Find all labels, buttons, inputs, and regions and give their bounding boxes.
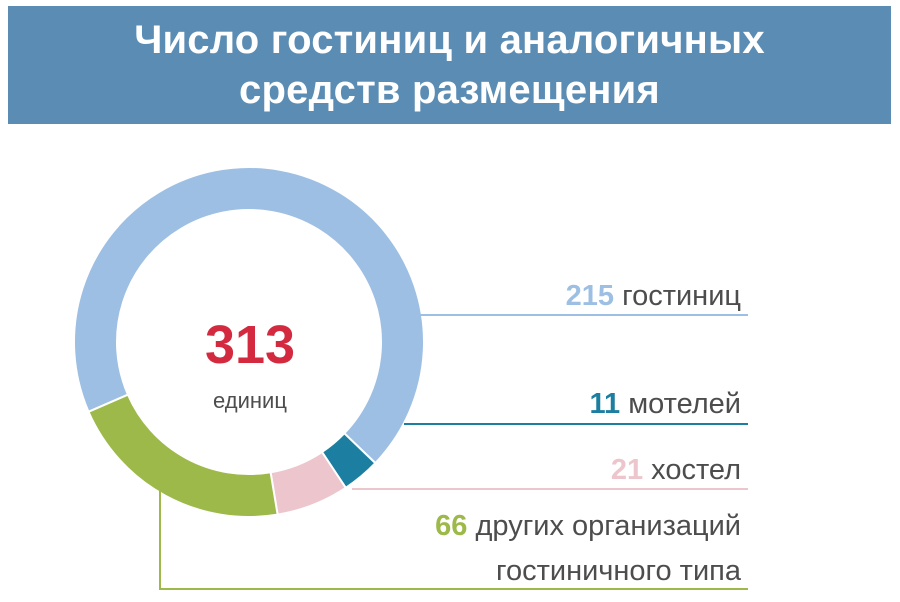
slice-other <box>87 393 279 518</box>
chart-title-line-2: средств размещения <box>239 68 660 112</box>
leader-other <box>159 455 748 590</box>
value-motels: 11 <box>589 388 620 420</box>
leader-lines <box>159 314 748 590</box>
value-hostels: 21 <box>611 454 643 486</box>
name-hostels: хостел <box>651 454 741 486</box>
label-motels: 11 мотелей <box>589 388 741 420</box>
value-hotels: 215 <box>566 280 614 312</box>
name-hotels: гостиниц <box>622 280 741 312</box>
value-other: 66 <box>435 510 467 542</box>
title-banner: Число гостиниц и аналогичных средств раз… <box>8 6 891 124</box>
label-hotels: 215 гостиниц <box>566 280 741 312</box>
total-unit: единиц <box>213 388 287 413</box>
donut-slices <box>73 166 425 518</box>
label-hostels: 21 хостел <box>611 454 741 486</box>
slice-hotels <box>73 166 425 465</box>
name-other-line-1: других организаций <box>475 510 741 542</box>
name-motels: мотелей <box>628 388 741 420</box>
label-other-line-1: 66 других организаций <box>435 510 741 542</box>
name-other-line-2: гостиничного типа <box>496 555 742 587</box>
chart-title-line-1: Число гостиниц и аналогичных <box>134 18 765 62</box>
total-value: 313 <box>205 315 295 375</box>
